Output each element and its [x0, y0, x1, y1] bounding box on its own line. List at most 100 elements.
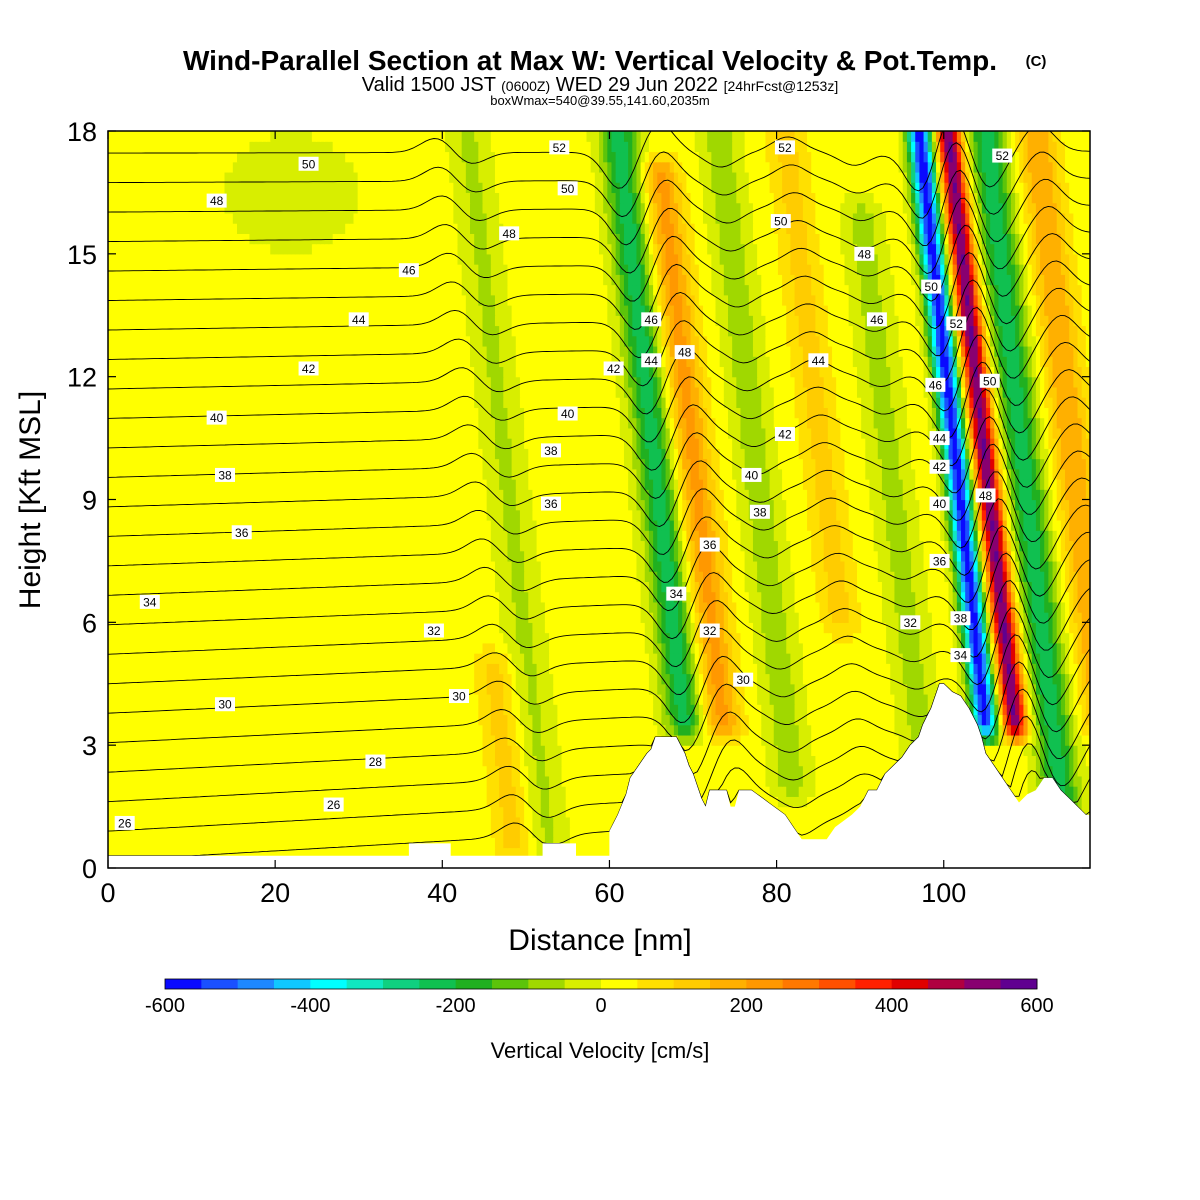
velocity-cell [707, 837, 712, 848]
velocity-cell [520, 796, 525, 807]
velocity-cell [653, 837, 658, 848]
velocity-cell [978, 837, 983, 848]
velocity-cell [150, 786, 155, 797]
velocity-cell [736, 848, 741, 859]
velocity-cell [433, 796, 438, 807]
velocity-cell [258, 837, 263, 848]
velocity-cell [337, 714, 342, 725]
velocity-cell [1032, 766, 1037, 777]
velocity-cell [1078, 858, 1083, 869]
velocity-cell [882, 714, 887, 725]
velocity-cell [187, 725, 192, 736]
velocity-cell [994, 796, 999, 807]
velocity-cell [653, 858, 658, 869]
velocity-cell [391, 807, 396, 818]
velocity-cell [158, 848, 163, 859]
velocity-cell [354, 848, 359, 859]
velocity-cell [512, 745, 517, 756]
velocity-cell [370, 714, 375, 725]
velocity-cell [158, 786, 163, 797]
velocity-cell [503, 817, 508, 828]
velocity-cell [832, 714, 837, 725]
velocity-cell [865, 796, 870, 807]
velocity-cell [732, 776, 737, 787]
velocity-cell [316, 827, 321, 838]
velocity-cell [150, 745, 155, 756]
velocity-cell [965, 817, 970, 828]
velocity-cell [599, 837, 604, 848]
velocity-cell [932, 755, 937, 766]
velocity-cell [940, 796, 945, 807]
velocity-cell [670, 755, 675, 766]
velocity-cell [428, 735, 433, 746]
velocity-cell [874, 776, 879, 787]
velocity-cell [699, 776, 704, 787]
velocity-cell [283, 837, 288, 848]
velocity-cell [141, 827, 146, 838]
velocity-cell [595, 755, 600, 766]
velocity-cell [212, 858, 217, 869]
velocity-cell [299, 786, 304, 797]
velocity-cell [724, 848, 729, 859]
velocity-cell [903, 776, 908, 787]
velocity-cell [208, 837, 213, 848]
velocity-cell [262, 837, 267, 848]
velocity-cell [170, 858, 175, 869]
velocity-cell [1053, 786, 1058, 797]
velocity-cell [944, 714, 949, 725]
velocity-cell [341, 827, 346, 838]
velocity-cell [470, 745, 475, 756]
velocity-cell [145, 796, 150, 807]
velocity-cell [437, 745, 442, 756]
velocity-cell [940, 735, 945, 746]
velocity-cell [287, 725, 292, 736]
velocity-cell [578, 817, 583, 828]
velocity-cell [940, 848, 945, 859]
velocity-cell [924, 817, 929, 828]
velocity-cell [874, 725, 879, 736]
velocity-cell [212, 848, 217, 859]
velocity-cell [998, 786, 1003, 797]
velocity-cell [799, 786, 804, 797]
velocity-cell [345, 735, 350, 746]
velocity-cell [636, 755, 641, 766]
velocity-cell [749, 786, 754, 797]
velocity-cell [695, 786, 700, 797]
velocity-cell [649, 807, 654, 818]
velocity-cell [420, 704, 425, 715]
velocity-cell [649, 755, 654, 766]
velocity-cell [195, 714, 200, 725]
velocity-cell [857, 837, 862, 848]
velocity-cell [312, 745, 317, 756]
velocity-cell [924, 858, 929, 869]
velocity-cell [878, 725, 883, 736]
velocity-cell [903, 827, 908, 838]
velocity-cell [894, 858, 899, 869]
velocity-cell [187, 827, 192, 838]
velocity-cell [187, 766, 192, 777]
velocity-cell [541, 714, 546, 725]
velocity-cell [437, 796, 442, 807]
velocity-cell [237, 786, 242, 797]
velocity-cell [1057, 837, 1062, 848]
velocity-cell [1061, 755, 1066, 766]
velocity-cell [524, 807, 529, 818]
velocity-cell [566, 848, 571, 859]
velocity-cell [720, 745, 725, 756]
velocity-cell [774, 786, 779, 797]
velocity-cell [911, 745, 916, 756]
velocity-cell [745, 745, 750, 756]
velocity-cell [204, 848, 209, 859]
velocity-cell [545, 848, 550, 859]
velocity-cell [391, 725, 396, 736]
velocity-cell [620, 755, 625, 766]
velocity-cell [778, 735, 783, 746]
velocity-cell [512, 858, 517, 869]
velocity-cell [225, 776, 230, 787]
velocity-cell [953, 735, 958, 746]
velocity-cell [861, 837, 866, 848]
velocity-cell [645, 714, 650, 725]
velocity-cell [133, 776, 138, 787]
velocity-cell [657, 766, 662, 777]
velocity-cell [716, 858, 721, 869]
